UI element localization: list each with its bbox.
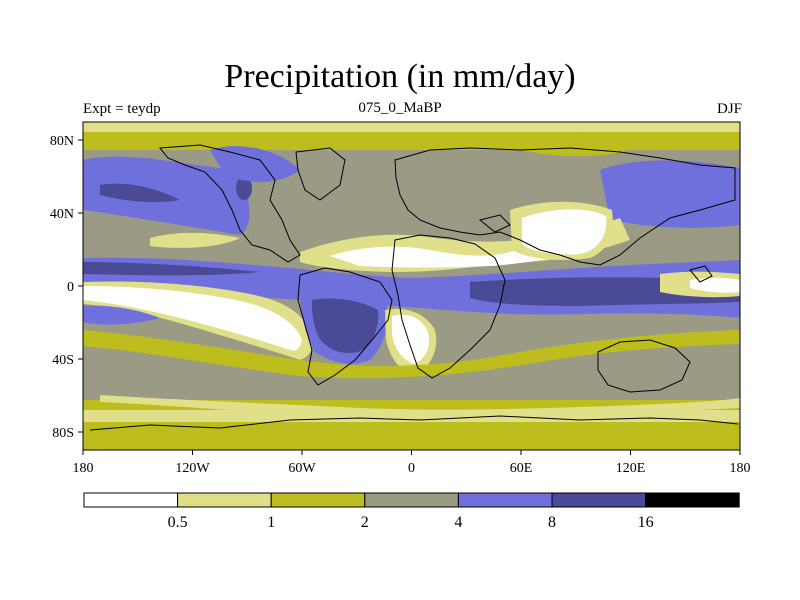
lon-tick-label: 120E: [616, 461, 646, 476]
lon-tick-label: 180: [730, 461, 751, 476]
coastlines: [89, 144, 739, 431]
colorbar: 0.5 1 2 4 8 16: [83, 492, 740, 531]
season-label: DJF: [716, 101, 742, 117]
colorbar-level-label: 8: [548, 514, 556, 531]
colorbar-level-label: 0.5: [168, 514, 188, 531]
colorbar-level-label: 2: [361, 514, 369, 531]
lon-tick-label: 120W: [175, 461, 210, 476]
precip-field: [83, 122, 740, 450]
map-title: Precipitation (in mm/day): [224, 58, 576, 95]
lon-tick-label: 60E: [510, 461, 533, 476]
colorbar-segment: [177, 492, 272, 508]
colorbar-level-label: 1: [267, 514, 275, 531]
lat-tick-label: 0: [67, 280, 74, 295]
colorbar-level-label: 4: [454, 514, 462, 531]
experiment-label: Expt = teydp: [83, 101, 161, 117]
tick-marks: [78, 139, 741, 455]
colorbar-segment: [270, 492, 366, 508]
colorbar-segment: [645, 492, 740, 508]
colorbar-segment: [364, 492, 459, 508]
colorbar-segment: [457, 492, 553, 508]
lat-tick-label: 80S: [52, 426, 74, 441]
lat-tick-label: 40S: [52, 353, 74, 368]
colorbar-segment: [83, 492, 179, 508]
lon-tick-label: 180: [73, 461, 94, 476]
period-label: 075_0_MaBP: [358, 100, 442, 116]
colorbar-level-label: 16: [638, 514, 654, 531]
lon-tick-label: 60W: [288, 461, 316, 476]
colorbar-segment: [551, 492, 647, 508]
lat-tick-label: 80N: [50, 134, 74, 149]
lat-tick-label: 40N: [50, 207, 74, 222]
lon-tick-label: 0: [408, 461, 415, 476]
